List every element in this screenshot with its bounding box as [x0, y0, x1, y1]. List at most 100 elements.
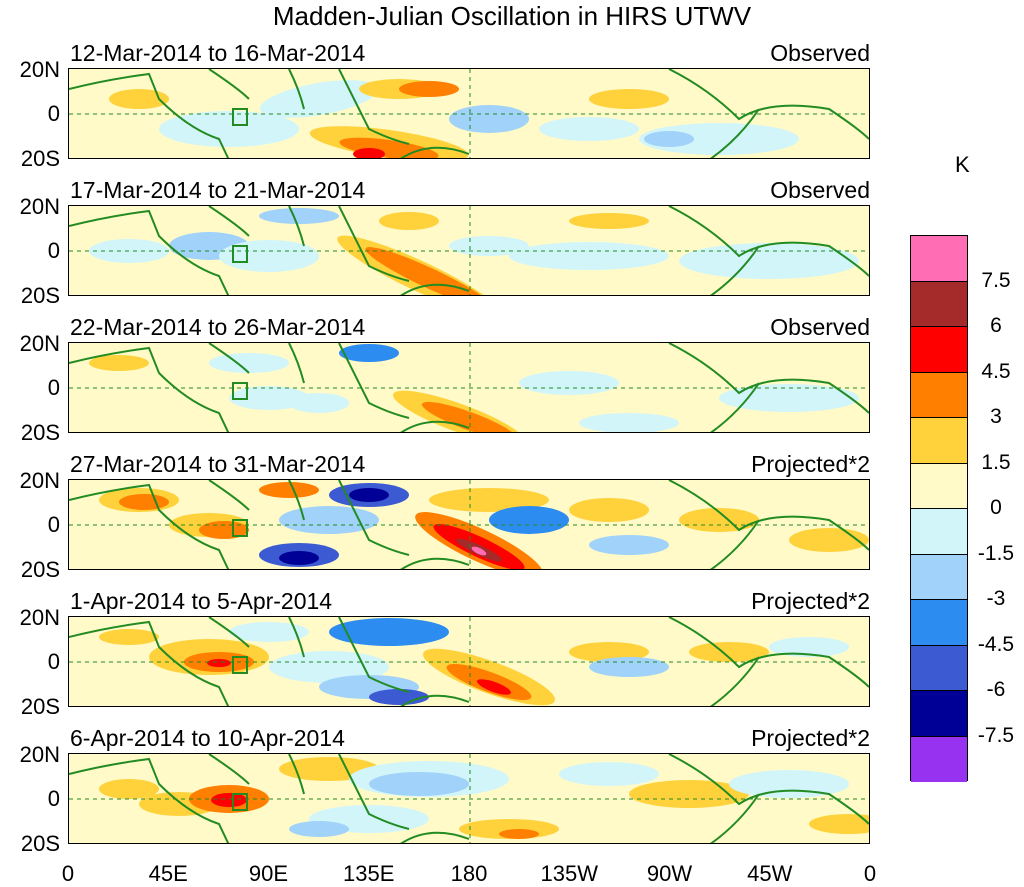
anomaly-contour [289, 821, 349, 837]
coastline [338, 206, 410, 282]
y-axis-label: 20S [20, 283, 60, 308]
colorbar [910, 235, 968, 782]
coastline [400, 420, 470, 432]
coastline [208, 206, 250, 237]
colorbar-label: 1.5 [981, 450, 1011, 474]
y-axis-label: 20N [19, 605, 60, 630]
x-axis-label: 0 [863, 861, 877, 886]
anomaly-contour [729, 770, 849, 798]
anomaly-map [69, 69, 869, 158]
anomaly-contour [589, 89, 669, 109]
coastline [69, 757, 230, 843]
coastline [338, 343, 410, 419]
colorbar-box [911, 691, 967, 737]
anomaly-contour [421, 401, 517, 432]
panel-date: 6-Apr-2014 to 10-Apr-2014 [70, 725, 345, 751]
coastline [288, 617, 305, 658]
colorbar-box [911, 600, 967, 646]
coastline [710, 108, 760, 158]
anomaly-contour [449, 105, 529, 133]
colorbar-label: -3 [986, 587, 1006, 610]
anomaly-contour [365, 247, 493, 295]
colorbar-label: 6 [990, 314, 1002, 337]
reference-box [232, 656, 248, 674]
map-panel [68, 342, 870, 433]
anomaly-contour [259, 208, 339, 224]
y-axis-label: 20N [19, 742, 60, 767]
anomaly-contour [109, 89, 169, 109]
anomaly-contour [89, 355, 149, 371]
anomaly-contour [349, 488, 389, 502]
coastline [338, 69, 410, 145]
coastline [208, 69, 250, 100]
anomaly-contour [339, 344, 399, 362]
anomaly-contour [679, 508, 759, 532]
coastline [400, 694, 470, 706]
anomaly-contour [119, 494, 169, 510]
colorbar-box [911, 418, 967, 464]
coastline [288, 754, 305, 795]
anomaly-contour [353, 148, 385, 158]
anomaly-contour [489, 506, 569, 534]
y-axis-label: 20N [19, 57, 60, 82]
colorbar-label: 3 [990, 405, 1002, 428]
anomaly-contour [259, 482, 319, 498]
anomaly-contour [289, 393, 349, 413]
coastline [710, 382, 760, 432]
anomaly-contour [211, 793, 247, 807]
y-axis-label: 0 [47, 238, 60, 263]
colorbar-box [911, 236, 967, 282]
coastline [400, 146, 470, 158]
anomaly-contour [589, 657, 669, 677]
colorbar-box [911, 372, 967, 418]
y-axis-label: 20N [19, 194, 60, 219]
colorbar-label: -1.5 [977, 541, 1015, 565]
coastline [710, 245, 760, 295]
anomaly-contour [471, 546, 487, 556]
coastline [208, 617, 250, 648]
colorbar-box [911, 736, 967, 782]
reference-box [232, 793, 248, 811]
anomaly-contour [219, 240, 319, 272]
x-axis-label: 90E [248, 861, 289, 886]
coastline [208, 343, 250, 374]
anomaly-contour [279, 506, 379, 534]
coastline [69, 209, 230, 295]
coastline [668, 206, 869, 277]
anomaly-contour [159, 111, 299, 147]
map-panel [68, 479, 870, 570]
coastline [710, 519, 760, 569]
y-axis-label: 20S [20, 694, 60, 719]
anomaly-contour [229, 622, 309, 642]
coastline [69, 72, 230, 158]
y-axis-label: 0 [47, 101, 60, 126]
colorbar-label: -6 [986, 678, 1006, 701]
coastline [69, 483, 230, 569]
panel-type: Observed [770, 40, 870, 66]
x-axis-label: 180 [450, 861, 488, 886]
colorbar-box [911, 554, 967, 600]
coastline [69, 620, 230, 706]
coastline [710, 656, 760, 706]
anomaly-contour [229, 386, 309, 410]
reference-box [232, 382, 248, 400]
coastline [668, 343, 869, 414]
y-axis-label: 20N [19, 468, 60, 493]
anomaly-contour [539, 117, 639, 141]
reference-box [232, 519, 248, 537]
anomaly-contour [199, 521, 249, 539]
colorbar-label: -4.5 [977, 632, 1015, 656]
anomaly-contour [339, 137, 439, 158]
coastline [208, 754, 250, 785]
map-panel [68, 616, 870, 707]
coastline [710, 793, 760, 843]
anomaly-contour [559, 762, 659, 786]
colorbar-box [911, 281, 967, 327]
anomaly-map [69, 754, 869, 843]
anomaly-contour [379, 212, 439, 230]
panel-type: Projected*2 [751, 588, 870, 614]
panel-date: 1-Apr-2014 to 5-Apr-2014 [70, 588, 333, 614]
anomaly-contour [207, 659, 231, 667]
y-axis-label: 20S [20, 146, 60, 171]
colorbar-box [911, 327, 967, 373]
